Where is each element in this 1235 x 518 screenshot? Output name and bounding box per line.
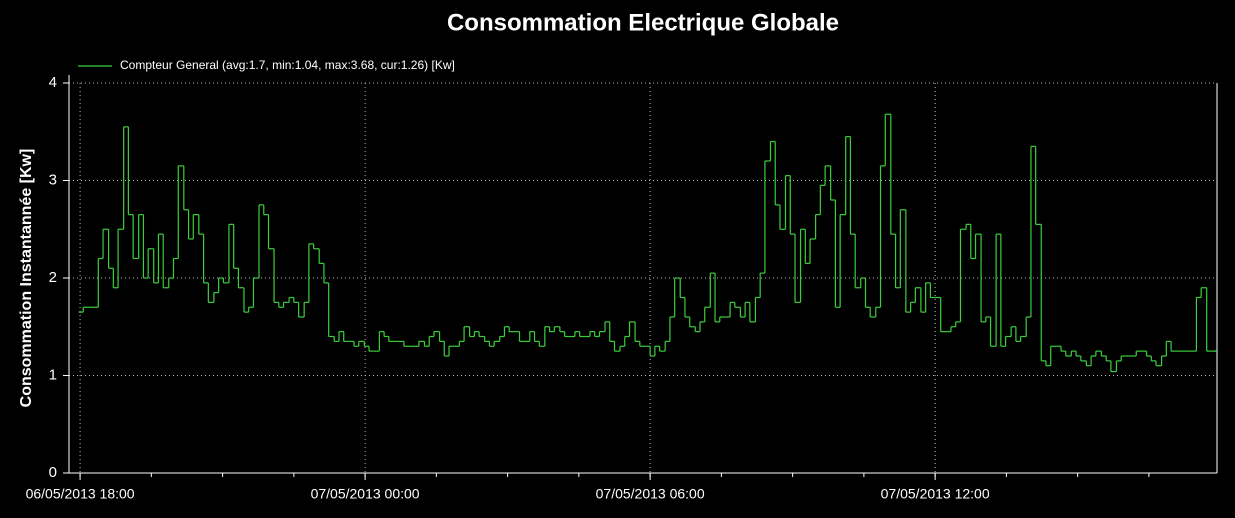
x-tick-label: 07/05/2013 12:00	[881, 486, 990, 502]
x-tick-label: 06/05/2013 18:00	[26, 486, 135, 502]
y-tick-label: 3	[49, 171, 57, 188]
y-tick-label: 2	[49, 269, 57, 286]
chart-title: Consommation Electrique Globale	[447, 9, 839, 36]
y-tick-label: 0	[49, 464, 57, 481]
y-tick-label: 1	[49, 366, 57, 383]
legend-label: Compteur General (avg:1.7, min:1.04, max…	[120, 58, 455, 72]
y-axis-label: Consommation Instantannée [Kw]	[18, 149, 35, 408]
y-tick-label: 4	[49, 74, 57, 91]
x-tick-label: 07/05/2013 06:00	[596, 486, 705, 502]
x-tick-label: 07/05/2013 00:00	[311, 486, 420, 502]
